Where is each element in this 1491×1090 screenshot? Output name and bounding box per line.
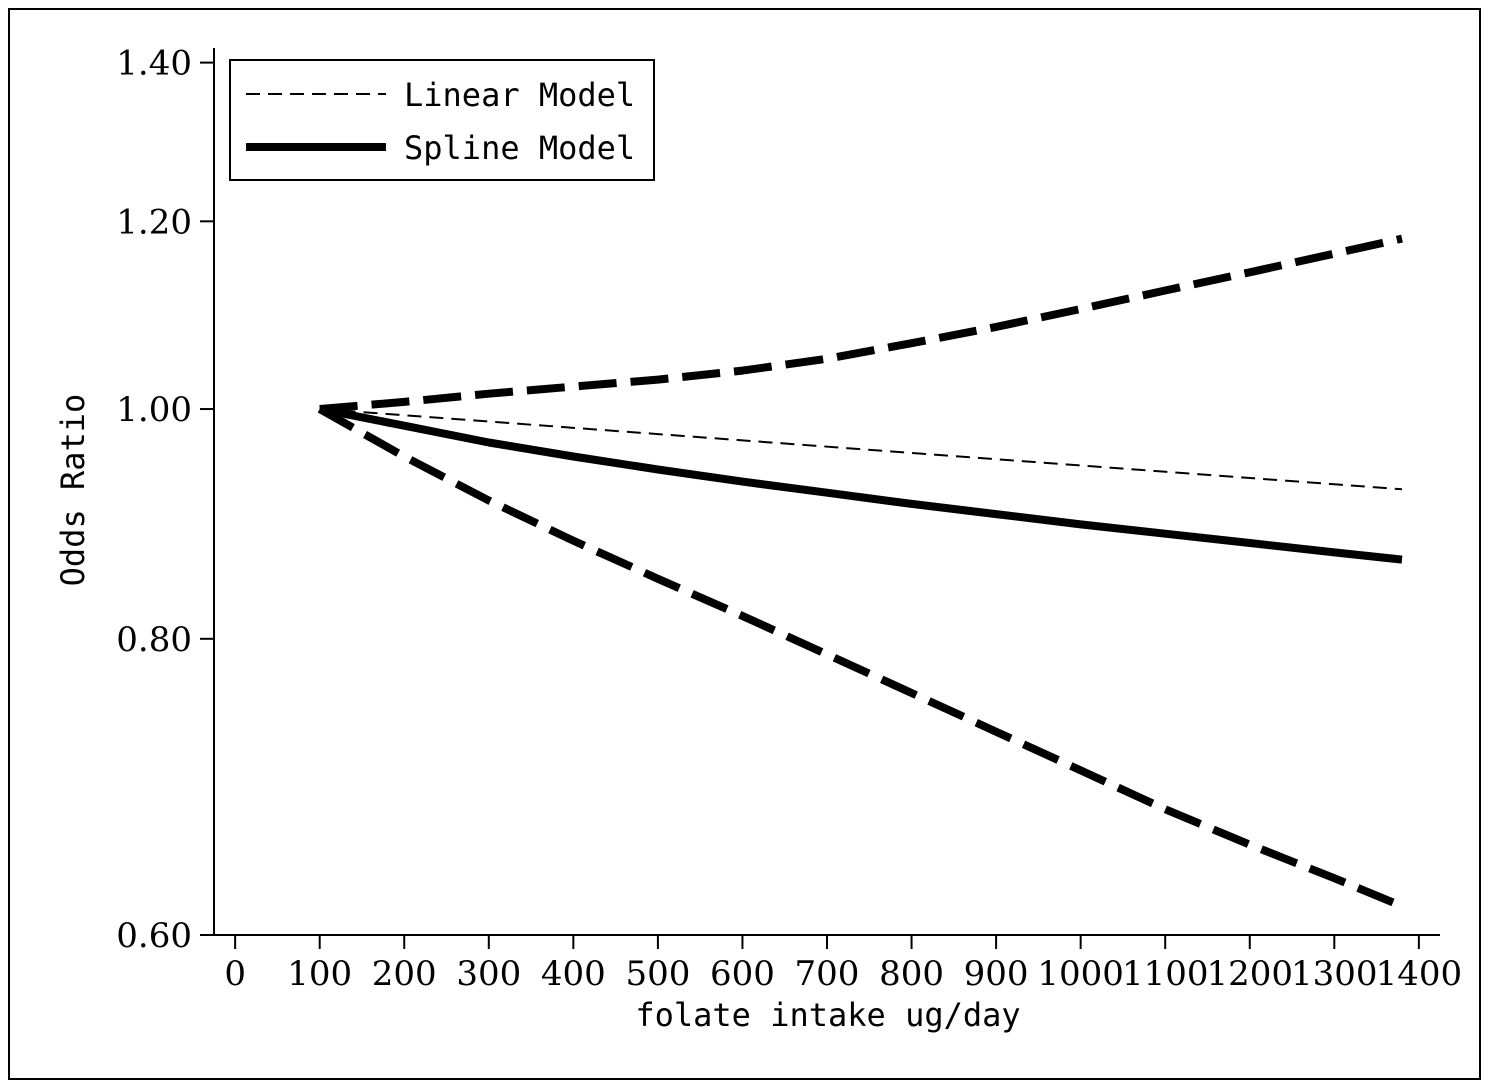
lower-confidence-line [317, 405, 1404, 910]
y-tick-label: 1.00 [116, 390, 192, 430]
legend-label-linear: Linear Model [404, 76, 635, 114]
x-tick-label: 100 [287, 954, 352, 994]
x-tick-label: 1300 [1291, 954, 1378, 994]
x-tick-label: 900 [964, 954, 1029, 994]
legend-box [229, 59, 655, 181]
y-ticks: 0.60 0.80 1.00 1.20 1.40 [116, 44, 214, 956]
upper-confidence-line [319, 234, 1403, 413]
series-layer [317, 234, 1404, 910]
x-tick-label: 600 [710, 954, 775, 994]
x-axis-title: folate intake ug/day [635, 996, 1020, 1034]
y-tick-label: 1.40 [116, 44, 192, 84]
x-tick-label: 1100 [1122, 954, 1209, 994]
x-tick-label: 300 [456, 954, 521, 994]
axes: 0.60 0.80 1.00 1.20 1.40 0 100 200 300 400 500 600… [116, 44, 1462, 994]
x-tick-label: 500 [625, 954, 690, 994]
linear-model-line [319, 408, 1403, 491]
x-tick-label: 400 [541, 954, 606, 994]
x-tick-label: 800 [879, 954, 944, 994]
y-tick-label: 0.60 [116, 916, 192, 956]
x-tick-label: 1400 [1376, 954, 1463, 994]
x-tick-label: 200 [372, 954, 437, 994]
x-tick-label: 1200 [1206, 954, 1293, 994]
x-tick-label: 0 [224, 954, 246, 994]
legend-label-spline: Spline Model [404, 129, 635, 167]
x-tick-label: 1000 [1037, 954, 1124, 994]
spline-model-line [318, 405, 1403, 564]
x-tick-label: 700 [795, 954, 860, 994]
y-axis-title: Odds Ratio [54, 394, 92, 587]
legend: Linear Model Spline Model [229, 59, 655, 181]
y-tick-label: 1.20 [116, 202, 192, 242]
y-tick-label: 0.80 [116, 620, 192, 660]
x-ticks: 0 100 200 300 400 500 600 700 800 900 100011001200… [224, 935, 1462, 994]
